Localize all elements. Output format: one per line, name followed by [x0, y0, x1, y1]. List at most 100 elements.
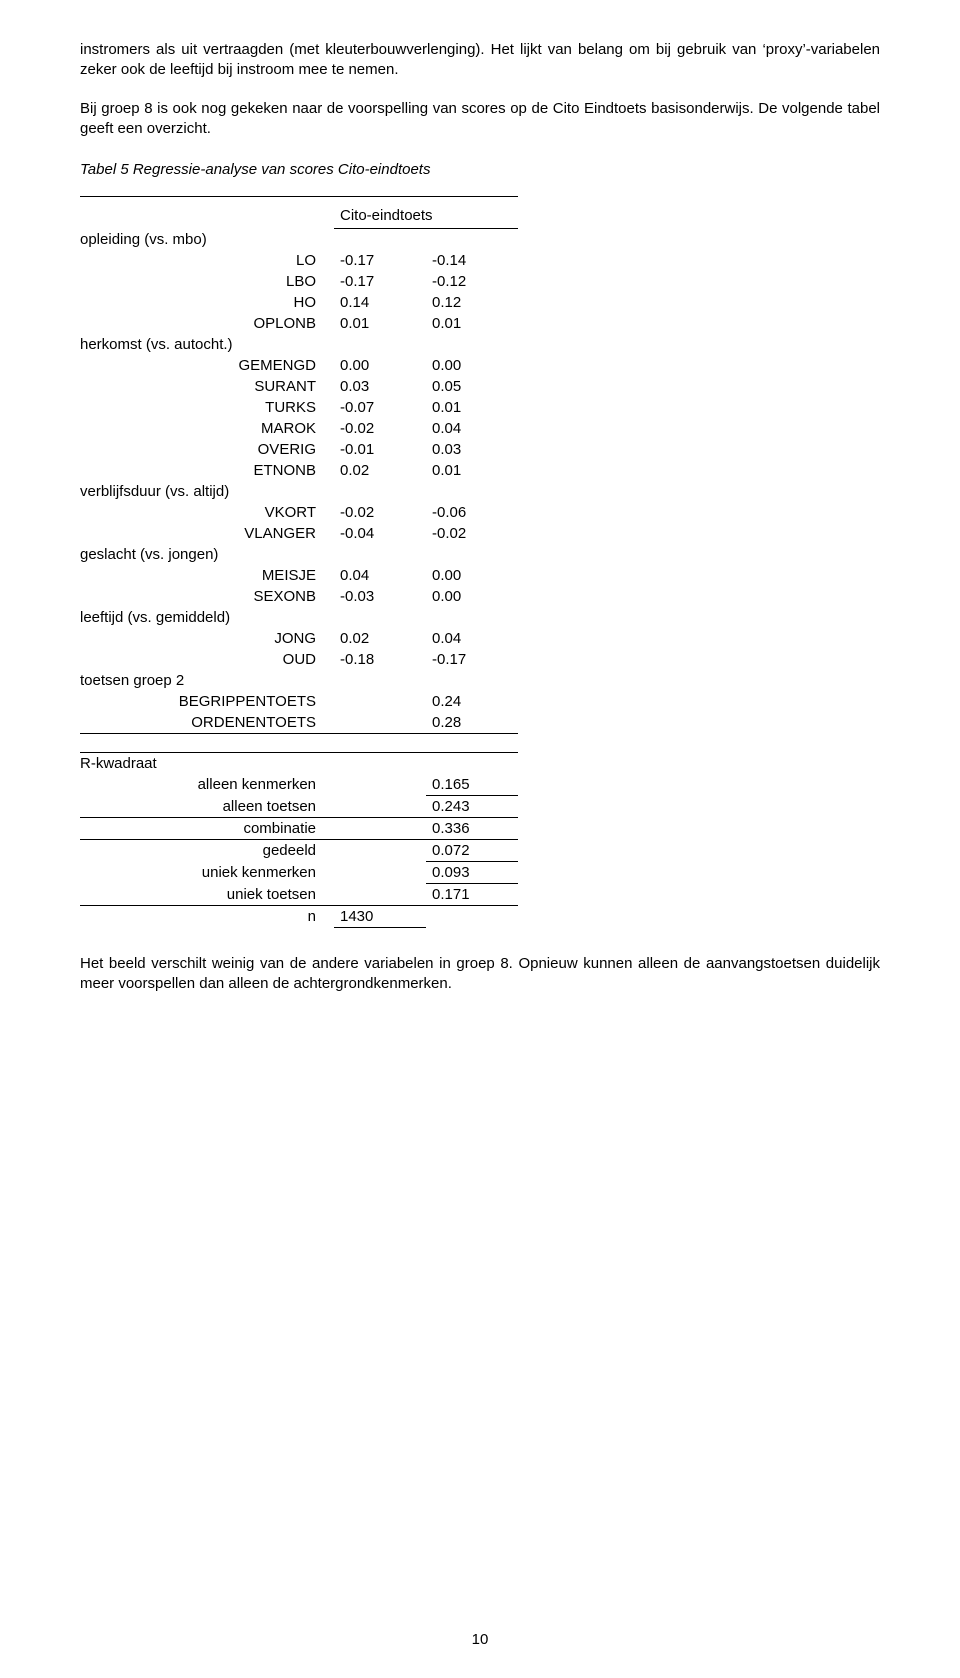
table-row: SEXONB-0.030.00	[80, 586, 518, 607]
row-value: 0.243	[426, 795, 518, 817]
row-value: -0.04	[334, 523, 426, 544]
page: instromers als uit vertraagden (met kleu…	[0, 0, 960, 1678]
row-label: SURANT	[80, 376, 334, 397]
table-row: uniek kenmerken 0.093	[80, 861, 518, 883]
row-label: VKORT	[80, 502, 334, 523]
row-value: 0.00	[426, 355, 518, 376]
row-label: gedeeld	[80, 839, 334, 861]
row-label: OPLONB	[80, 313, 334, 334]
paragraph-1: instromers als uit vertraagden (met kleu…	[80, 40, 880, 81]
row-value: 0.01	[426, 460, 518, 481]
row-label: OVERIG	[80, 439, 334, 460]
row-label: HO	[80, 292, 334, 313]
row-value: -0.07	[334, 397, 426, 418]
table-row: VLANGER-0.04-0.02	[80, 523, 518, 544]
row-label: alleen kenmerken	[80, 774, 334, 796]
row-label: OUD	[80, 649, 334, 670]
row-value: 0.165	[426, 774, 518, 796]
table-row: JONG0.020.04	[80, 628, 518, 649]
group-geslacht-label: geslacht (vs. jongen)	[80, 544, 334, 565]
row-value: 0.01	[426, 397, 518, 418]
group-leeftijd-label: leeftijd (vs. gemiddeld)	[80, 607, 334, 628]
table-row: MEISJE0.040.00	[80, 565, 518, 586]
table-row: OPLONB0.010.01	[80, 313, 518, 334]
row-label: LBO	[80, 271, 334, 292]
table-row: LO-0.17-0.14	[80, 250, 518, 271]
table-row: HO0.140.12	[80, 292, 518, 313]
row-value: 0.01	[426, 313, 518, 334]
row-value: 0.336	[426, 817, 518, 839]
n-value: 1430	[334, 905, 426, 927]
row-value: -0.02	[334, 418, 426, 439]
regression-table: Cito-eindtoets opleiding (vs. mbo) LO-0.…	[80, 196, 518, 928]
row-value: 0.04	[426, 628, 518, 649]
row-value: 0.04	[334, 565, 426, 586]
table-row: alleen kenmerken 0.165	[80, 774, 518, 796]
row-label: VLANGER	[80, 523, 334, 544]
table-row: VKORT-0.02-0.06	[80, 502, 518, 523]
row-label: MAROK	[80, 418, 334, 439]
row-value: -0.01	[334, 439, 426, 460]
group-opleiding-label: opleiding (vs. mbo)	[80, 229, 334, 250]
table-row: GEMENGD0.000.00	[80, 355, 518, 376]
row-value: -0.02	[426, 523, 518, 544]
table-row: alleen toetsen 0.243	[80, 795, 518, 817]
table-row: MAROK-0.020.04	[80, 418, 518, 439]
table-row: uniek toetsen0.171	[80, 883, 518, 905]
row-value: 0.24	[426, 691, 518, 712]
row-label: GEMENGD	[80, 355, 334, 376]
row-value: 0.05	[426, 376, 518, 397]
row-label: JONG	[80, 628, 334, 649]
table-row: gedeeld 0.072	[80, 839, 518, 861]
row-value: -0.17	[334, 250, 426, 271]
row-label: alleen toetsen	[80, 795, 334, 817]
group-verblijf-label: verblijfsduur (vs. altijd)	[80, 481, 334, 502]
group-herkomst-label: herkomst (vs. autocht.)	[80, 334, 334, 355]
rsq-label: R-kwadraat	[80, 752, 334, 774]
table-row: TURKS-0.070.01	[80, 397, 518, 418]
row-value: 0.01	[334, 313, 426, 334]
row-value: 0.02	[334, 460, 426, 481]
row-value: -0.17	[334, 271, 426, 292]
row-value: 0.12	[426, 292, 518, 313]
table-row: LBO-0.17-0.12	[80, 271, 518, 292]
row-value: 0.03	[334, 376, 426, 397]
row-label: BEGRIPPENTOETS	[80, 691, 334, 712]
table-row: SURANT0.030.05	[80, 376, 518, 397]
row-value: 0.04	[426, 418, 518, 439]
row-value: -0.02	[334, 502, 426, 523]
row-value: -0.12	[426, 271, 518, 292]
row-value: 0.02	[334, 628, 426, 649]
paragraph-3: Het beeld verschilt weinig van de andere…	[80, 954, 880, 995]
table-row: combinatie 0.336	[80, 817, 518, 839]
page-number: 10	[0, 1631, 960, 1648]
table-row: OVERIG-0.010.03	[80, 439, 518, 460]
row-label: ETNONB	[80, 460, 334, 481]
row-label: MEISJE	[80, 565, 334, 586]
row-value: 0.072	[426, 839, 518, 861]
row-label: LO	[80, 250, 334, 271]
group-toetsen-label: toetsen groep 2	[80, 670, 334, 691]
row-label: TURKS	[80, 397, 334, 418]
table-header: Cito-eindtoets	[334, 197, 518, 229]
row-value: 0.171	[426, 883, 518, 905]
row-value: -0.18	[334, 649, 426, 670]
row-label: uniek kenmerken	[80, 861, 334, 883]
table-row: OUD-0.18-0.17	[80, 649, 518, 670]
row-value: 0.00	[426, 565, 518, 586]
table-row: ORDENENTOETS0.28	[80, 712, 518, 734]
n-label: n	[80, 905, 334, 927]
table-row: ETNONB0.020.01	[80, 460, 518, 481]
row-value: 0.00	[334, 355, 426, 376]
row-value: 0.28	[426, 712, 518, 734]
row-value: 0.14	[334, 292, 426, 313]
row-value: 0.03	[426, 439, 518, 460]
row-label: combinatie	[80, 817, 334, 839]
table-row: BEGRIPPENTOETS 0.24	[80, 691, 518, 712]
row-value: 0.093	[426, 861, 518, 883]
row-value: -0.06	[426, 502, 518, 523]
row-label: SEXONB	[80, 586, 334, 607]
table-title: Tabel 5 Regressie-analyse van scores Cit…	[80, 161, 880, 178]
row-value: -0.14	[426, 250, 518, 271]
row-value: -0.03	[334, 586, 426, 607]
